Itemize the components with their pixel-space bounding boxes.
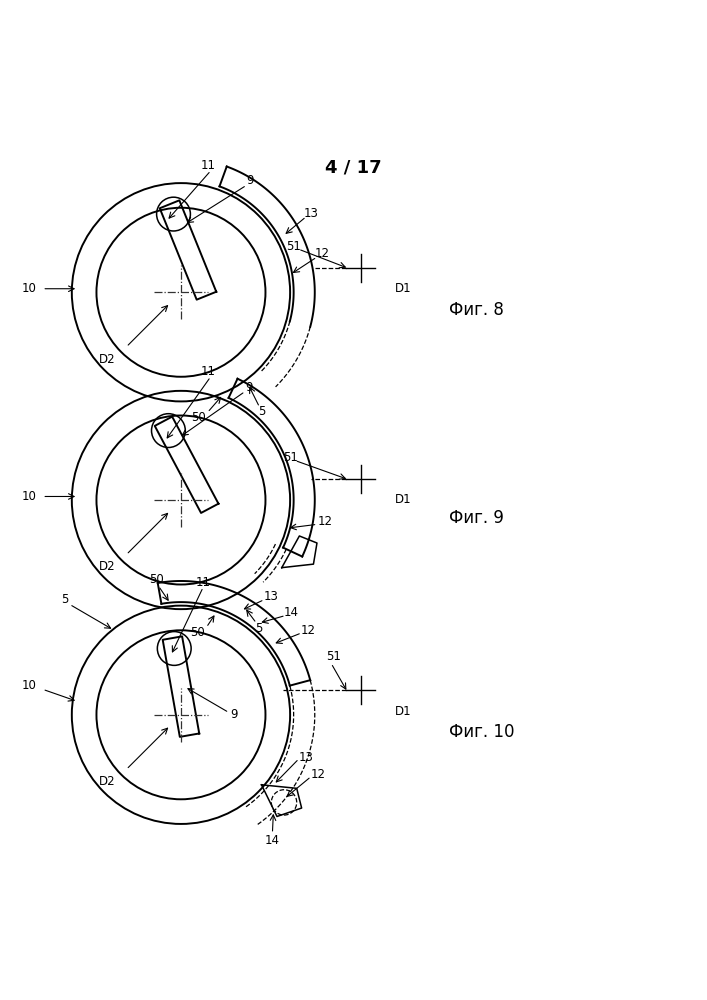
Text: 50: 50 <box>191 411 206 424</box>
Text: D2: D2 <box>99 353 115 366</box>
Text: 12: 12 <box>300 624 315 637</box>
Text: D1: D1 <box>395 705 411 718</box>
Text: 12: 12 <box>318 515 333 528</box>
Text: 11: 11 <box>196 576 211 589</box>
Text: 11: 11 <box>200 365 215 378</box>
Text: D1: D1 <box>395 493 411 506</box>
Text: 12: 12 <box>311 768 326 781</box>
Text: 10: 10 <box>22 490 37 503</box>
Text: 13: 13 <box>299 751 314 764</box>
Text: 13: 13 <box>264 590 279 603</box>
Text: D2: D2 <box>99 560 115 573</box>
Text: 11: 11 <box>200 159 215 172</box>
Text: 50: 50 <box>149 573 164 586</box>
Text: 14: 14 <box>284 606 299 619</box>
Text: Фиг. 9: Фиг. 9 <box>448 509 503 527</box>
Text: 4 / 17: 4 / 17 <box>325 159 382 177</box>
Text: 12: 12 <box>315 247 329 260</box>
Text: D2: D2 <box>99 775 115 788</box>
Text: 9: 9 <box>230 708 238 721</box>
Text: 5: 5 <box>258 405 266 418</box>
Text: 9: 9 <box>245 381 252 394</box>
Text: 51: 51 <box>283 451 298 464</box>
Text: 51: 51 <box>286 240 301 253</box>
Text: 5: 5 <box>61 593 69 606</box>
Text: 51: 51 <box>327 650 341 663</box>
Text: 14: 14 <box>265 834 280 847</box>
Text: 50: 50 <box>189 626 204 639</box>
Text: 9: 9 <box>246 174 254 187</box>
Text: 10: 10 <box>22 282 37 295</box>
Text: 10: 10 <box>22 679 37 692</box>
Text: D1: D1 <box>395 282 411 295</box>
Text: 5: 5 <box>255 622 262 635</box>
Text: Фиг. 10: Фиг. 10 <box>448 723 514 741</box>
Text: 13: 13 <box>304 207 319 220</box>
Text: Фиг. 8: Фиг. 8 <box>448 301 503 319</box>
